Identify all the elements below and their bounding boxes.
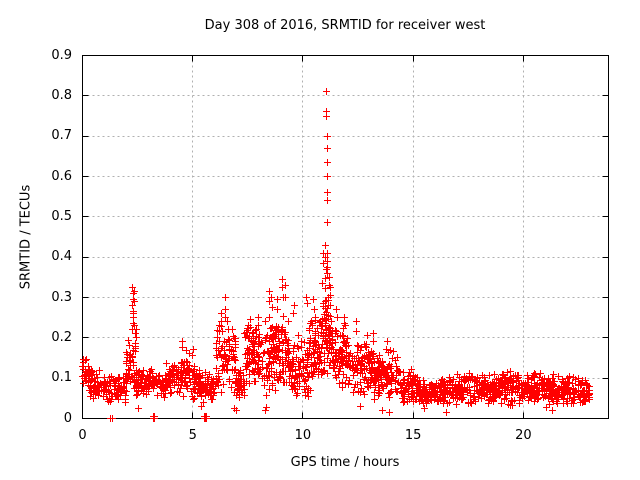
- y-tick-label: 0.7: [51, 128, 72, 144]
- y-tick-label: 0.6: [51, 168, 72, 184]
- x-tick-label: 20: [515, 428, 532, 443]
- y-tick-label: 0.2: [51, 329, 72, 345]
- y-tick-label: 0: [63, 410, 72, 426]
- x-tick-label: 0: [78, 428, 87, 443]
- x-tick-label: 5: [188, 428, 197, 443]
- y-tick-label: 0.9: [51, 47, 72, 63]
- y-tick-label: 0.3: [51, 289, 72, 305]
- x-tick-label: 15: [404, 428, 422, 443]
- x-tick-label: 10: [294, 428, 312, 443]
- y-tick-label: 0.8: [51, 87, 72, 103]
- y-tick-label: 0.1: [51, 370, 72, 386]
- y-tick-label: 0.5: [51, 208, 72, 224]
- y-tick-label: 0.4: [51, 249, 72, 265]
